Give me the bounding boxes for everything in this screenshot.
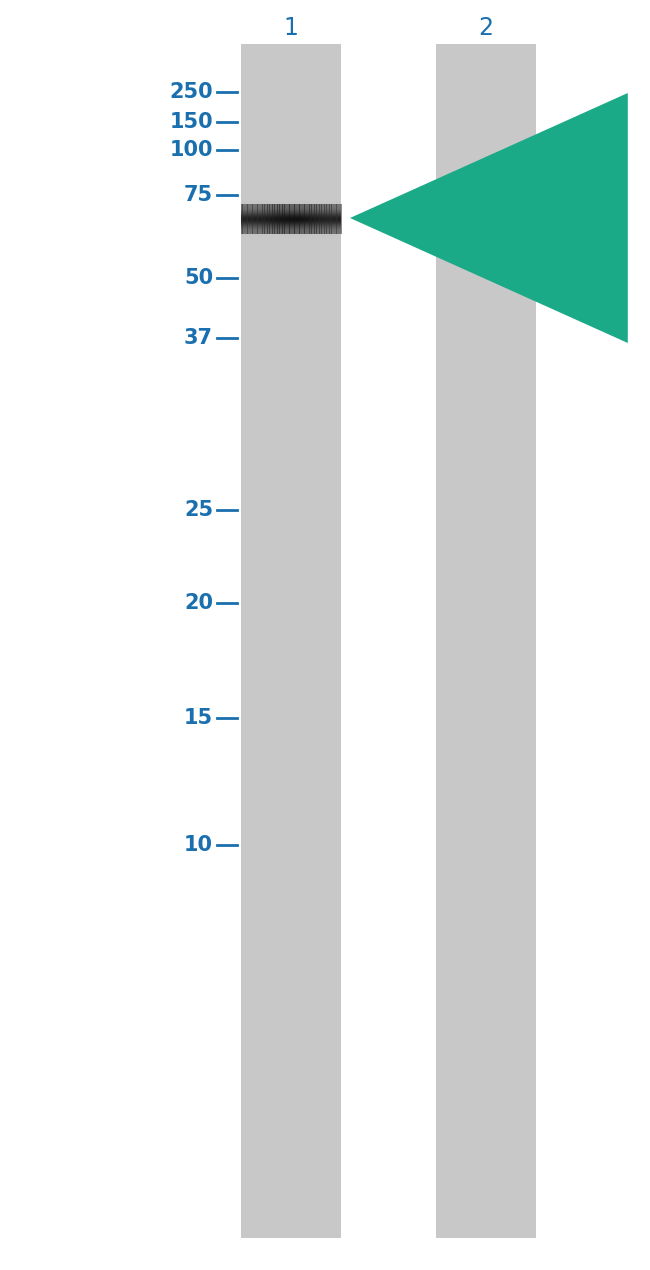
Bar [335, 203, 337, 234]
Bar [299, 203, 302, 234]
Bar [286, 203, 288, 234]
Bar [276, 203, 278, 234]
Bar [319, 203, 322, 234]
Bar [287, 203, 290, 234]
Bar [247, 203, 250, 234]
Bar [271, 203, 273, 234]
Bar [309, 203, 311, 234]
Bar [328, 203, 330, 234]
Bar [307, 203, 310, 234]
Bar [255, 203, 258, 234]
Text: 100: 100 [170, 140, 213, 160]
Bar [303, 203, 305, 234]
Bar [263, 203, 265, 234]
Text: 250: 250 [170, 83, 213, 102]
Bar [264, 203, 266, 234]
Bar [316, 203, 318, 234]
Bar [249, 203, 251, 234]
Bar [240, 44, 341, 1238]
Bar [283, 203, 285, 234]
Text: 10: 10 [184, 834, 213, 855]
Bar [259, 203, 261, 234]
Text: 15: 15 [184, 707, 213, 728]
Text: 1: 1 [283, 17, 298, 39]
Bar [292, 203, 294, 234]
Bar [323, 203, 325, 234]
Bar [298, 203, 300, 234]
Bar [326, 203, 328, 234]
Bar [304, 203, 307, 234]
Bar [246, 203, 248, 234]
Bar [315, 203, 317, 234]
Bar [339, 203, 342, 234]
Bar [294, 203, 296, 234]
Bar [252, 203, 254, 234]
Bar [269, 203, 271, 234]
Bar [272, 203, 274, 234]
Bar [240, 203, 242, 234]
Text: 25: 25 [184, 500, 213, 519]
Bar [257, 203, 259, 234]
Bar [261, 203, 263, 234]
Bar [301, 203, 303, 234]
Bar [284, 203, 287, 234]
Bar [254, 203, 256, 234]
Bar [338, 203, 340, 234]
Text: 2: 2 [478, 17, 493, 39]
Bar [267, 203, 270, 234]
Bar [336, 203, 339, 234]
Bar [313, 203, 315, 234]
Bar [311, 203, 313, 234]
Bar [242, 203, 244, 234]
Bar [244, 203, 246, 234]
Bar [318, 203, 320, 234]
Bar [306, 203, 308, 234]
Bar [289, 203, 291, 234]
Text: 150: 150 [170, 112, 213, 132]
Bar [279, 203, 281, 234]
Bar [296, 203, 298, 234]
Bar [333, 203, 335, 234]
Bar [436, 44, 536, 1238]
Bar [281, 203, 283, 234]
Text: 50: 50 [184, 268, 213, 288]
Bar [274, 203, 276, 234]
Bar [332, 203, 333, 234]
Bar [321, 203, 323, 234]
Text: 37: 37 [184, 328, 213, 348]
Bar [324, 203, 327, 234]
Bar [251, 203, 253, 234]
Bar [266, 203, 268, 234]
Bar [291, 203, 293, 234]
Bar [330, 203, 332, 234]
Text: 75: 75 [184, 185, 213, 204]
Bar [278, 203, 280, 234]
Text: 20: 20 [184, 593, 213, 613]
